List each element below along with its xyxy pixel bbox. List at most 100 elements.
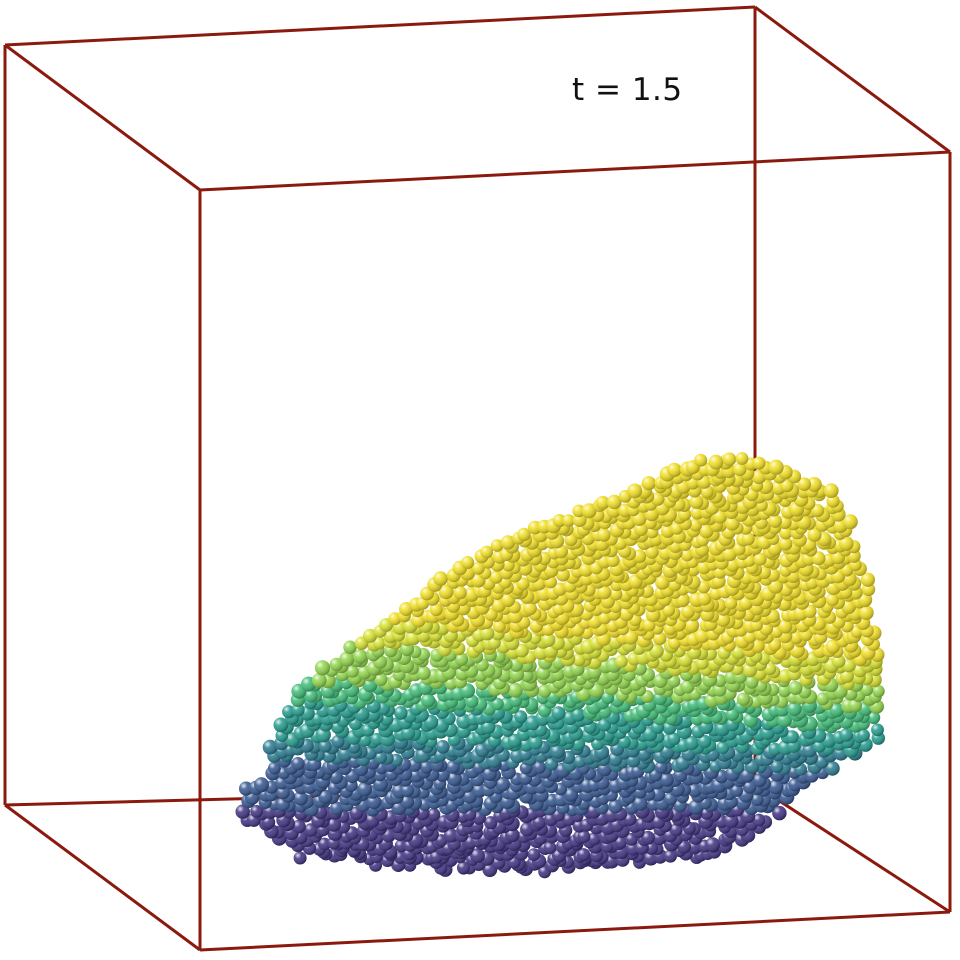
particle-shading [578, 562, 593, 577]
particle-shading [268, 761, 281, 775]
particle-shading [623, 630, 638, 645]
particle-shading [235, 804, 250, 819]
particle-shading [276, 785, 290, 800]
box-edge [199, 150, 951, 192]
particle-shading [394, 839, 408, 853]
particle-shading [480, 626, 495, 641]
particle-shading [318, 739, 332, 753]
particle-shading [860, 572, 876, 587]
particle-shading [500, 535, 516, 550]
particle-shading [370, 732, 384, 746]
particle-shading [778, 536, 793, 551]
particle-shading [695, 656, 709, 670]
particle-shading [495, 776, 511, 792]
box-edge [4, 5, 756, 47]
particle-shading [490, 539, 504, 552]
particle-shading [823, 483, 839, 499]
particle-shading [587, 832, 601, 846]
particle-shading [363, 628, 377, 643]
particle-shading [532, 760, 546, 774]
particle-shading [681, 604, 695, 619]
particle-shading [680, 548, 694, 562]
particle-shading [552, 514, 567, 528]
particle-shading [752, 813, 766, 827]
particle-shading [768, 459, 784, 475]
particle-shading [373, 636, 386, 650]
particle-shading [293, 791, 308, 806]
particle-shading [772, 805, 787, 821]
particle-shading [517, 527, 531, 542]
particle-shading [597, 585, 612, 600]
particle-shading [470, 848, 485, 864]
particle-shading [659, 772, 674, 787]
particle-shading [471, 561, 485, 575]
particle-shading [777, 683, 792, 698]
particle-shading [318, 789, 333, 804]
particle-shading [859, 605, 874, 620]
particle-shading [326, 817, 342, 832]
particle-shading [571, 707, 586, 722]
particle-shading [362, 677, 378, 693]
particle-shading [733, 462, 747, 477]
particle-shading [842, 514, 858, 530]
particle-shading [357, 781, 373, 797]
particle-shading [314, 660, 331, 676]
particle-shading [394, 706, 408, 720]
particle-shading [528, 735, 543, 750]
particle-shading [399, 641, 415, 657]
particle-shading [457, 861, 470, 875]
particle-shading [705, 837, 721, 852]
particle-cloud [235, 452, 885, 879]
particle-shading [768, 779, 784, 795]
particle-shading [645, 545, 659, 559]
particle-shading [694, 453, 708, 467]
particle-shading [641, 476, 656, 491]
particle-shading [433, 571, 448, 586]
particle-shading [527, 848, 541, 861]
particle-shading [872, 684, 885, 698]
particle-shading [750, 793, 764, 806]
simulation-box-front-edges [4, 43, 952, 952]
particle-shading [436, 740, 450, 754]
particle-shading [484, 816, 498, 830]
particle-shading [722, 452, 737, 467]
particle-shading [857, 729, 870, 742]
particle-shading [597, 528, 611, 542]
particle-shading [250, 805, 263, 818]
particle-shading [694, 628, 710, 644]
particle-shading [581, 503, 597, 519]
particle-shading [551, 706, 566, 721]
particle-shading [419, 760, 434, 774]
particle-shading [553, 582, 567, 596]
particle-shading [400, 783, 415, 797]
particle-shading [572, 504, 586, 518]
particle-shading [400, 794, 415, 809]
particle-shading [514, 710, 528, 724]
particle-shading [724, 596, 738, 610]
particle-shading [516, 577, 530, 591]
particle-shading [730, 784, 744, 797]
particle-shading [667, 462, 682, 478]
particle-shading [550, 744, 565, 759]
particle-shading [712, 682, 727, 697]
particle-shading [788, 681, 803, 695]
particle-shading [797, 477, 811, 492]
particle-shading [785, 730, 799, 744]
particle-shading [723, 813, 739, 829]
particle-shading [839, 728, 853, 742]
particle-shading [838, 536, 854, 551]
particle-shading [712, 509, 727, 524]
particle-shading [716, 612, 731, 627]
particle-shading [339, 651, 355, 667]
particle-shading [493, 620, 506, 633]
particle-shading [562, 514, 575, 527]
particle-shading [641, 830, 655, 845]
particle-shading [273, 717, 289, 733]
particle-shading [254, 777, 269, 793]
particle-shading [735, 452, 749, 465]
particle-shading [312, 673, 327, 688]
particle-shading [780, 479, 794, 493]
particle-shading [687, 783, 702, 798]
particle-shading [401, 726, 416, 740]
